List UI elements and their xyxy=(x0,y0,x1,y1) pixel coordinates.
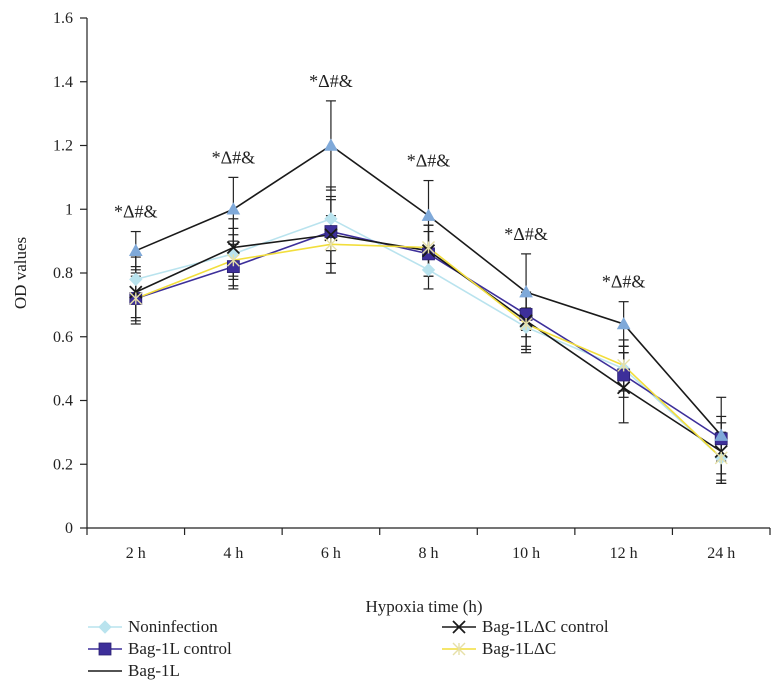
y-tick-label: 0.8 xyxy=(53,265,73,282)
marker-stroke xyxy=(129,285,143,299)
x-tick-label: 6 h xyxy=(321,545,341,562)
marker-stroke xyxy=(226,240,240,255)
x-tick-label: 24 h xyxy=(707,545,735,562)
significance-annotation: *Δ#& xyxy=(114,202,158,222)
annotations: *Δ#& *Δ#& *Δ#& *Δ#& *Δ#& *Δ#& xyxy=(114,71,645,292)
point-marker xyxy=(324,138,338,151)
x-axis-title: Hypoxia time (h) xyxy=(365,597,482,616)
point-marker xyxy=(129,285,143,299)
point-marker xyxy=(422,241,435,254)
legend-label: Bag-1L xyxy=(128,661,180,680)
y-tick-label: 1.4 xyxy=(53,74,73,91)
point-marker xyxy=(714,444,728,459)
x-tick-label: 2 h xyxy=(126,545,146,562)
point-marker xyxy=(421,208,436,221)
x-tick-label: 10 h xyxy=(512,545,540,562)
marker-stroke xyxy=(617,381,631,395)
x-tick-label: 12 h xyxy=(610,545,638,562)
point-marker xyxy=(324,237,338,251)
significance-annotation: *Δ#& xyxy=(407,151,451,171)
point-marker xyxy=(519,285,533,298)
significance-annotation: *Δ#& xyxy=(309,71,353,91)
point-marker xyxy=(617,358,631,372)
point-marker xyxy=(421,263,436,277)
significance-annotation: *Δ#& xyxy=(504,224,548,244)
legend-label: Bag-1LΔC xyxy=(482,639,556,658)
point-marker xyxy=(616,316,631,330)
point-marker xyxy=(98,642,112,656)
legend-item: Noninfection xyxy=(88,617,218,636)
marker-stroke xyxy=(452,620,466,634)
y-tick-label: 0.6 xyxy=(53,329,73,346)
point-marker xyxy=(617,381,631,395)
y-tick-label: 0.4 xyxy=(53,393,73,410)
y-axis-title: OD values xyxy=(11,237,30,309)
y-tick-label: 0 xyxy=(65,520,73,537)
legend-label: Noninfection xyxy=(128,617,218,636)
point-marker xyxy=(226,202,241,215)
y-tick-label: 1 xyxy=(65,201,73,218)
point-marker xyxy=(714,428,729,441)
point-marker xyxy=(324,228,338,242)
significance-annotation: *Δ#& xyxy=(212,147,256,167)
point-marker xyxy=(129,272,143,287)
legend-label: Bag-1LΔC control xyxy=(482,617,609,636)
point-marker xyxy=(519,317,533,331)
point-marker xyxy=(324,212,338,226)
series-markers xyxy=(128,138,729,465)
y-tick-label: 1.6 xyxy=(53,10,73,27)
legend-item: Bag-1LΔC control xyxy=(442,617,609,636)
point-marker xyxy=(129,292,143,305)
legend-item: Bag-1L control xyxy=(88,639,232,658)
point-marker xyxy=(452,620,466,634)
legend-item: Bag-1L xyxy=(88,661,180,680)
significance-annotation: *Δ#& xyxy=(602,272,646,292)
point-marker xyxy=(226,240,240,255)
legend: Noninfection Bag-1L control Bag-1L Bag-1LΔC… xyxy=(88,617,609,680)
x-tick-label: 8 h xyxy=(419,545,439,562)
y-tick-label: 0.2 xyxy=(53,456,73,473)
legend-item: Bag-1LΔC xyxy=(442,639,556,658)
x-tick-label: 4 h xyxy=(223,545,243,562)
y-tick-label: 1.2 xyxy=(53,138,73,155)
legend-label: Bag-1L control xyxy=(128,639,232,658)
marker-stroke xyxy=(714,444,728,459)
point-marker xyxy=(324,225,338,238)
point-marker xyxy=(226,253,240,267)
marker-stroke xyxy=(324,228,338,242)
point-marker xyxy=(98,620,112,634)
point-marker xyxy=(128,243,143,256)
point-marker xyxy=(714,451,728,465)
axes: 0 0.2 0.4 0.6 0.8 1 1.2 1.4 1.6 2 h 4 h 6 h 8 h 10 h 1… xyxy=(53,10,771,562)
point-marker xyxy=(452,642,466,656)
